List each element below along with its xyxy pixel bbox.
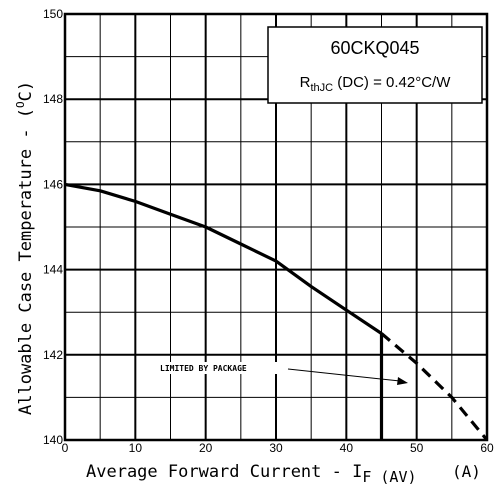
part-number: 60CKQ045 [330, 38, 419, 58]
y-tick-label: 146 [43, 177, 63, 191]
x-axis-label-sub: F (AV) [362, 468, 416, 486]
series-group [64, 182, 489, 442]
x-tick-label: 40 [340, 441, 354, 455]
y-axis-label-tail: C) [16, 81, 36, 101]
annotation-label: LIMITED BY PACKAGE [160, 364, 247, 373]
y-axis-label-main: Allowable Case Temperature - ( [16, 108, 36, 415]
series-dashed-extension [380, 332, 489, 442]
x-tick-label: 10 [129, 441, 143, 455]
y-tick-label: 148 [43, 92, 63, 106]
y-tick-label: 150 [43, 7, 63, 21]
plot-frame [63, 12, 489, 442]
x-axis-label: Average Forward Current - IF (AV) [86, 462, 417, 486]
rth-prefix: R [300, 74, 311, 91]
rth-value: (DC) = 0.42°C/W [333, 74, 451, 91]
y-axis-label-sup: O [14, 101, 27, 108]
y-tick-label: 144 [43, 263, 63, 277]
tick-labels: 0 10 20 30 40 50 60 140 142 144 146 148 150 [43, 7, 494, 455]
x-tick-label: 50 [410, 441, 424, 455]
y-tick-label: 140 [43, 433, 63, 447]
thermal-resistance: RthJC (DC) = 0.42°C/W [300, 74, 452, 94]
series-line-0 [64, 182, 383, 335]
x-axis-unit: (A) [452, 462, 481, 481]
rth-subscript: thJC [310, 82, 333, 94]
package-limit-annotation: LIMITED BY PACKAGE [158, 362, 408, 385]
x-axis-label-main: Average Forward Current - I [86, 462, 362, 482]
y-tick-label: 142 [43, 348, 63, 362]
x-tick-label: 20 [199, 441, 213, 455]
annotation-arrow-line [287, 368, 401, 382]
x-tick-label: 0 [62, 441, 69, 455]
x-tick-label: 30 [269, 441, 283, 455]
legend-box: 60CKQ045 RthJC (DC) = 0.42°C/W [267, 26, 483, 104]
annotation-arrowhead [397, 377, 408, 385]
x-tick-label: 60 [480, 441, 494, 455]
y-axis-label: Allowable Case Temperature - (OC) [14, 81, 36, 415]
